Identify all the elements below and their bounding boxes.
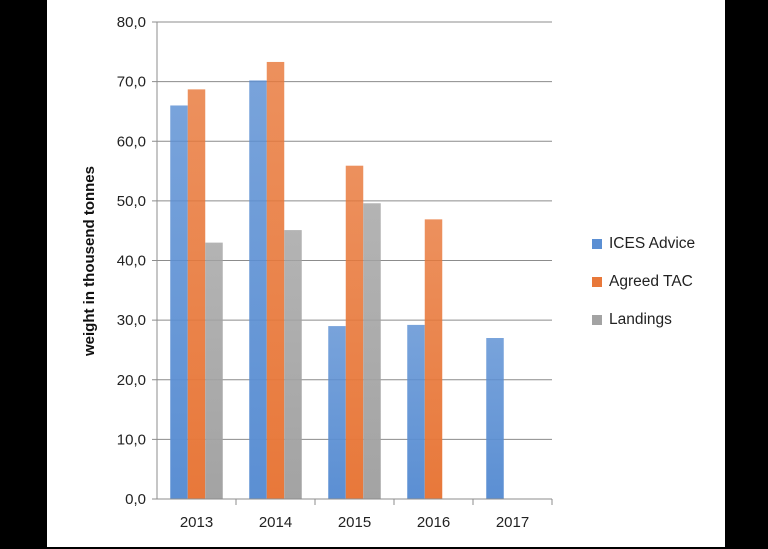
x-tick-label: 2017 <box>496 514 529 531</box>
legend: ICES Advice Agreed TAC Landings <box>592 225 695 339</box>
y-tick-label: 60,0 <box>117 133 146 150</box>
x-tick-label: 2013 <box>180 514 213 531</box>
chart-panel: 0,0 10,0 20,0 30,0 40,0 50,0 60,0 70,0 80,0 2013… <box>47 0 725 547</box>
y-tick-label: 50,0 <box>117 193 146 210</box>
bar-landings-2015 <box>363 203 381 499</box>
y-tick-label: 70,0 <box>117 74 146 91</box>
y-tick-label: 10,0 <box>117 431 146 448</box>
legend-swatch <box>592 277 602 287</box>
bar-landings-2013 <box>205 242 223 500</box>
x-tick-label: 2015 <box>338 514 371 531</box>
legend-item-agreed-tac: Agreed TAC <box>592 263 695 301</box>
legend-swatch <box>592 315 602 325</box>
bar-chart: 0,0 10,0 20,0 30,0 40,0 50,0 60,0 70,0 80,0 2013… <box>81 14 553 531</box>
legend-label: Landings <box>609 311 672 328</box>
y-tick-label: 40,0 <box>117 253 146 270</box>
bar-landings-2014 <box>284 230 302 499</box>
legend-item-landings: Landings <box>592 301 695 339</box>
bar-ices-advice-2013 <box>170 105 188 499</box>
bar-ices-advice-2017 <box>486 338 504 499</box>
bar-agreed-tac-2015 <box>345 165 364 500</box>
y-tick-label: 0,0 <box>125 491 146 508</box>
y-tick-label: 30,0 <box>117 312 146 329</box>
bar-agreed-tac-2016 <box>424 219 443 499</box>
legend-swatch <box>592 239 602 249</box>
bar-agreed-tac-2013 <box>187 89 206 499</box>
x-tick-label: 2014 <box>259 514 292 531</box>
x-tick-label: 2016 <box>417 514 450 531</box>
legend-label: Agreed TAC <box>609 273 693 290</box>
bar-ices-advice-2014 <box>249 80 267 500</box>
bar-ices-advice-2015 <box>328 326 346 499</box>
bar-agreed-tac-2014 <box>266 61 285 499</box>
legend-item-ices-advice: ICES Advice <box>592 225 695 263</box>
bar-ices-advice-2016 <box>407 324 425 499</box>
y-tick-label: 20,0 <box>117 372 146 389</box>
legend-label: ICES Advice <box>609 235 696 252</box>
y-axis-label: weight in thousend tonnes <box>81 166 98 357</box>
y-tick-label: 80,0 <box>117 14 146 31</box>
